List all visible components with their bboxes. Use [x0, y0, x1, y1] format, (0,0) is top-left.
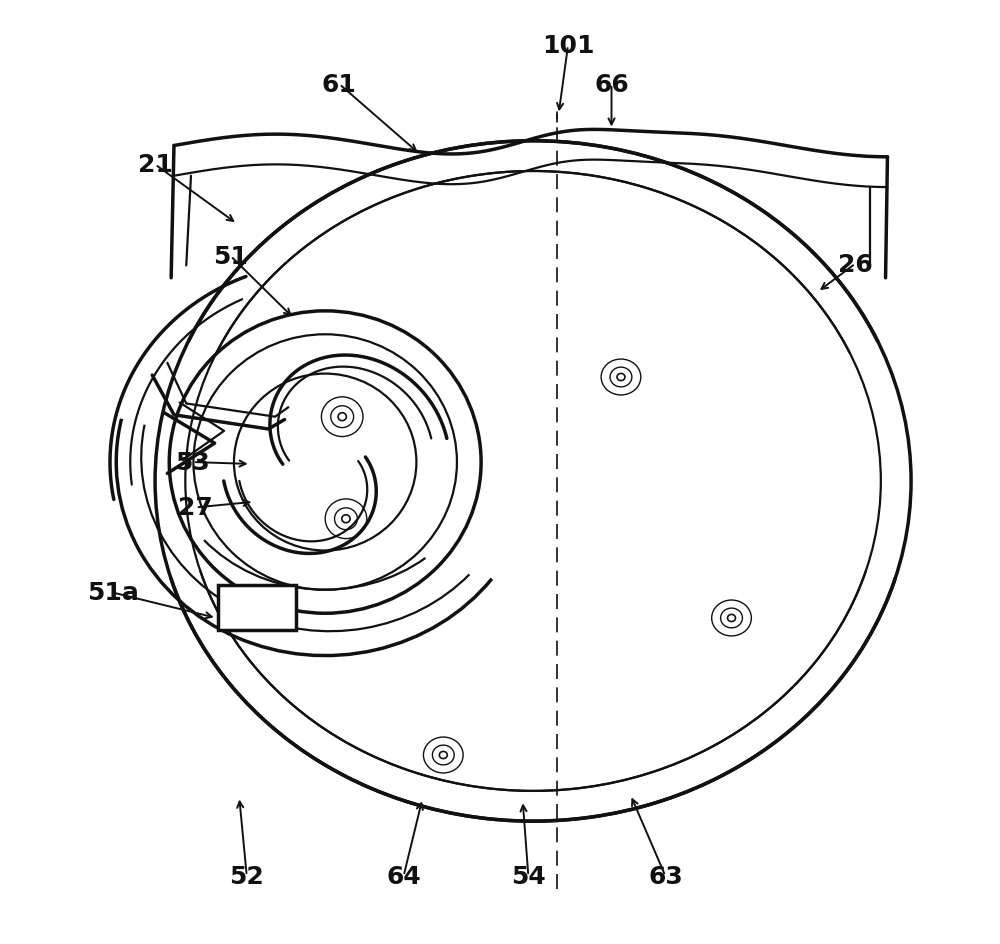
- Text: 26: 26: [838, 252, 873, 277]
- Text: 21: 21: [138, 153, 173, 177]
- Text: 66: 66: [594, 73, 629, 97]
- FancyBboxPatch shape: [218, 585, 296, 631]
- Text: 53: 53: [176, 450, 210, 475]
- Text: 51a: 51a: [87, 581, 138, 605]
- Text: 54: 54: [511, 864, 546, 888]
- Text: 63: 63: [648, 864, 683, 888]
- Text: 61: 61: [322, 73, 357, 97]
- Text: 52: 52: [229, 864, 264, 888]
- Text: 101: 101: [542, 34, 594, 59]
- Text: 27: 27: [178, 496, 213, 520]
- Text: 64: 64: [386, 864, 421, 888]
- Text: 51: 51: [213, 244, 248, 269]
